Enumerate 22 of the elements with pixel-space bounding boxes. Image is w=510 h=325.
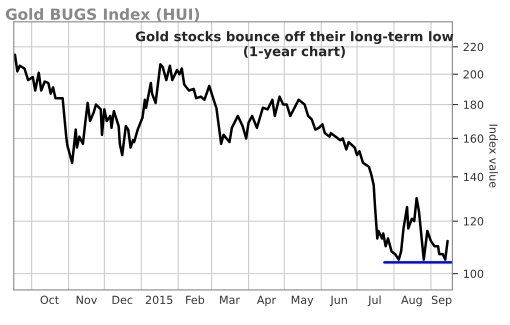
x-tick-label: Aug (401, 296, 422, 306)
x-tick-label: Jul (368, 295, 381, 306)
y-tick-label: 160 (464, 134, 484, 143)
x-tick-label: Apr (256, 296, 276, 306)
x-tick-label: Oct (40, 296, 59, 304)
y-tick-label: 220 (464, 42, 484, 52)
x-tick-label: Dec (112, 296, 132, 304)
x-tick-label: Nov (76, 296, 97, 304)
x-tick-label: May (292, 296, 314, 306)
x-tick-label: Jun (330, 296, 347, 306)
y-axis-title: Index value (489, 124, 498, 188)
annotation: Gold stocks bounce off their long-term low (1-year chart) (136, 31, 454, 59)
y-tick-label: 200 (464, 70, 484, 79)
x-tick-label: 2015 (146, 296, 172, 304)
y-tick-label: 140 (464, 172, 484, 182)
x-tick-label: Sep (432, 296, 452, 306)
y-tick-label: 100 (464, 270, 484, 278)
x-tick-label: Feb (186, 295, 204, 304)
x-tick-label: Mar (220, 296, 240, 304)
y-tick-label: 120 (464, 217, 484, 226)
y-tick-label: 180 (464, 100, 484, 109)
chart-title: Gold BUGS Index (HUI) (6, 8, 200, 22)
